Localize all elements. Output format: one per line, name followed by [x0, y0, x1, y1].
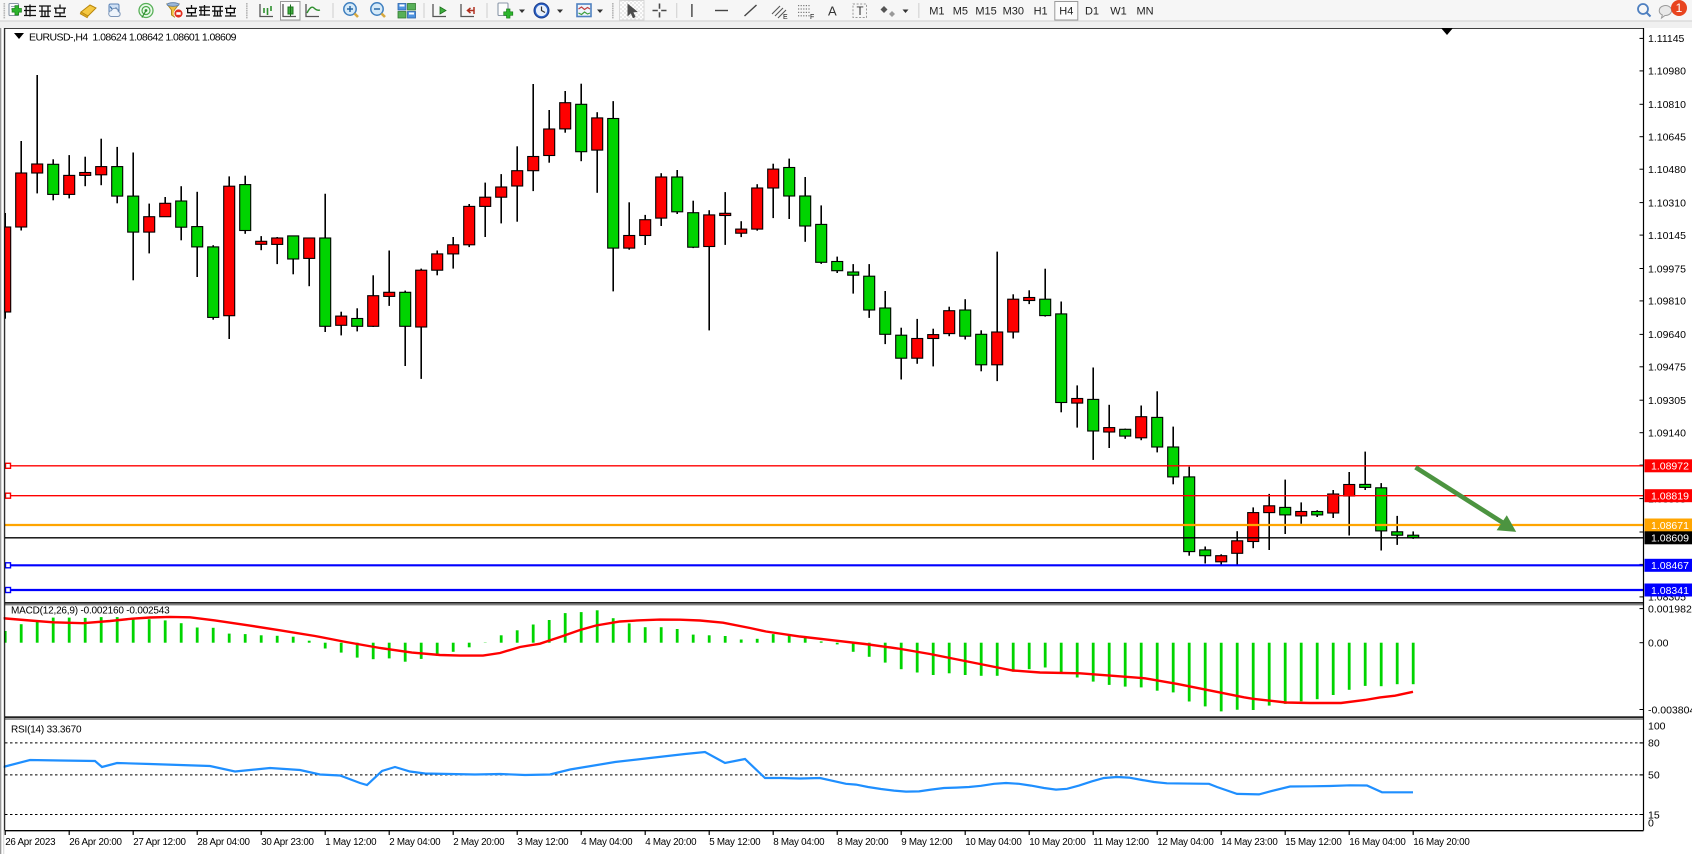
svg-text:1.08819: 1.08819	[1651, 491, 1689, 503]
svg-text:1.10645: 1.10645	[1648, 132, 1686, 144]
svg-text:1.09305: 1.09305	[1648, 395, 1686, 407]
svg-text:1.09810: 1.09810	[1648, 296, 1686, 308]
svg-text:1.09475: 1.09475	[1648, 362, 1686, 374]
svg-text:1.09975: 1.09975	[1648, 263, 1686, 275]
svg-text:1.10145: 1.10145	[1648, 230, 1686, 242]
svg-text:1.10480: 1.10480	[1648, 164, 1686, 176]
svg-text:M1: M1	[929, 6, 944, 18]
svg-text:1.10980: 1.10980	[1648, 66, 1686, 78]
svg-text:RSI(14) 33.3670: RSI(14) 33.3670	[11, 725, 82, 736]
svg-text:0.001982: 0.001982	[1648, 603, 1692, 615]
svg-text:E: E	[783, 14, 788, 21]
svg-text:5 May 12:00: 5 May 12:00	[709, 837, 761, 848]
svg-text:0.00: 0.00	[1648, 638, 1669, 650]
svg-text:W1: W1	[1110, 6, 1127, 18]
svg-text:1.09140: 1.09140	[1648, 428, 1686, 440]
svg-text:4 May 20:00: 4 May 20:00	[645, 837, 697, 848]
svg-text:15 May 12:00: 15 May 12:00	[1285, 837, 1342, 848]
svg-text:10 May 04:00: 10 May 04:00	[965, 837, 1022, 848]
svg-text:16 May 04:00: 16 May 04:00	[1349, 837, 1406, 848]
svg-text:1.10310: 1.10310	[1648, 197, 1686, 209]
svg-text:80: 80	[1648, 738, 1660, 750]
svg-text:H4: H4	[1059, 6, 1073, 18]
svg-text:0: 0	[1648, 818, 1654, 830]
svg-text:100: 100	[1648, 721, 1666, 733]
svg-text:1.11145: 1.11145	[1648, 33, 1685, 45]
svg-text:MN: MN	[1136, 6, 1153, 18]
svg-text:EURUSD-,H4 1.08624 1.08642 1.: EURUSD-,H4 1.08624 1.08642 1.08601 1.086…	[29, 32, 237, 44]
svg-text:1.08467: 1.08467	[1651, 560, 1689, 572]
svg-text:1.09640: 1.09640	[1648, 329, 1686, 341]
svg-text:D1: D1	[1085, 6, 1099, 18]
svg-text:16 May 20:00: 16 May 20:00	[1413, 837, 1470, 848]
svg-text:MACD(12,26,9) -0.002160 -0.002: MACD(12,26,9) -0.002160 -0.002543	[11, 606, 170, 617]
svg-text:1.10810: 1.10810	[1648, 99, 1686, 111]
svg-text:12 May 04:00: 12 May 04:00	[1157, 837, 1214, 848]
svg-text:H1: H1	[1034, 6, 1048, 18]
svg-text:8 May 20:00: 8 May 20:00	[837, 837, 889, 848]
svg-text:M15: M15	[975, 6, 996, 18]
svg-text:14 May 23:00: 14 May 23:00	[1221, 837, 1278, 848]
svg-text:2 May 20:00: 2 May 20:00	[453, 837, 505, 848]
svg-text:26 Apr 20:00: 26 Apr 20:00	[69, 837, 122, 848]
svg-text:50: 50	[1648, 770, 1660, 782]
svg-text:1.08972: 1.08972	[1651, 461, 1689, 473]
svg-text:1.08341: 1.08341	[1651, 585, 1689, 597]
svg-text:-0.003804: -0.003804	[1648, 704, 1692, 716]
svg-text:1.08671: 1.08671	[1651, 520, 1689, 532]
svg-text:15: 15	[1648, 809, 1660, 821]
svg-text:3 May 12:00: 3 May 12:00	[517, 837, 569, 848]
svg-text:4 May 04:00: 4 May 04:00	[581, 837, 633, 848]
svg-text:26 Apr 2023: 26 Apr 2023	[5, 837, 56, 848]
svg-text:11 May 12:00: 11 May 12:00	[1093, 837, 1149, 848]
svg-text:T: T	[857, 6, 864, 18]
svg-text:1.08609: 1.08609	[1651, 533, 1689, 545]
svg-text:M30: M30	[1003, 6, 1024, 18]
svg-text:10 May 20:00: 10 May 20:00	[1029, 837, 1086, 848]
svg-text:27 Apr 12:00: 27 Apr 12:00	[133, 837, 186, 848]
svg-text:A: A	[828, 4, 837, 19]
svg-text:1: 1	[1676, 1, 1683, 15]
svg-text:8 May 04:00: 8 May 04:00	[773, 837, 825, 848]
svg-text:9 May 12:00: 9 May 12:00	[901, 837, 953, 848]
svg-text:F: F	[810, 14, 814, 21]
svg-text:30 Apr 23:00: 30 Apr 23:00	[261, 837, 314, 848]
svg-text:2 May 04:00: 2 May 04:00	[389, 837, 441, 848]
svg-text:28 Apr 04:00: 28 Apr 04:00	[197, 837, 250, 848]
svg-text:M5: M5	[953, 6, 968, 18]
svg-text:1 May 12:00: 1 May 12:00	[325, 837, 377, 848]
